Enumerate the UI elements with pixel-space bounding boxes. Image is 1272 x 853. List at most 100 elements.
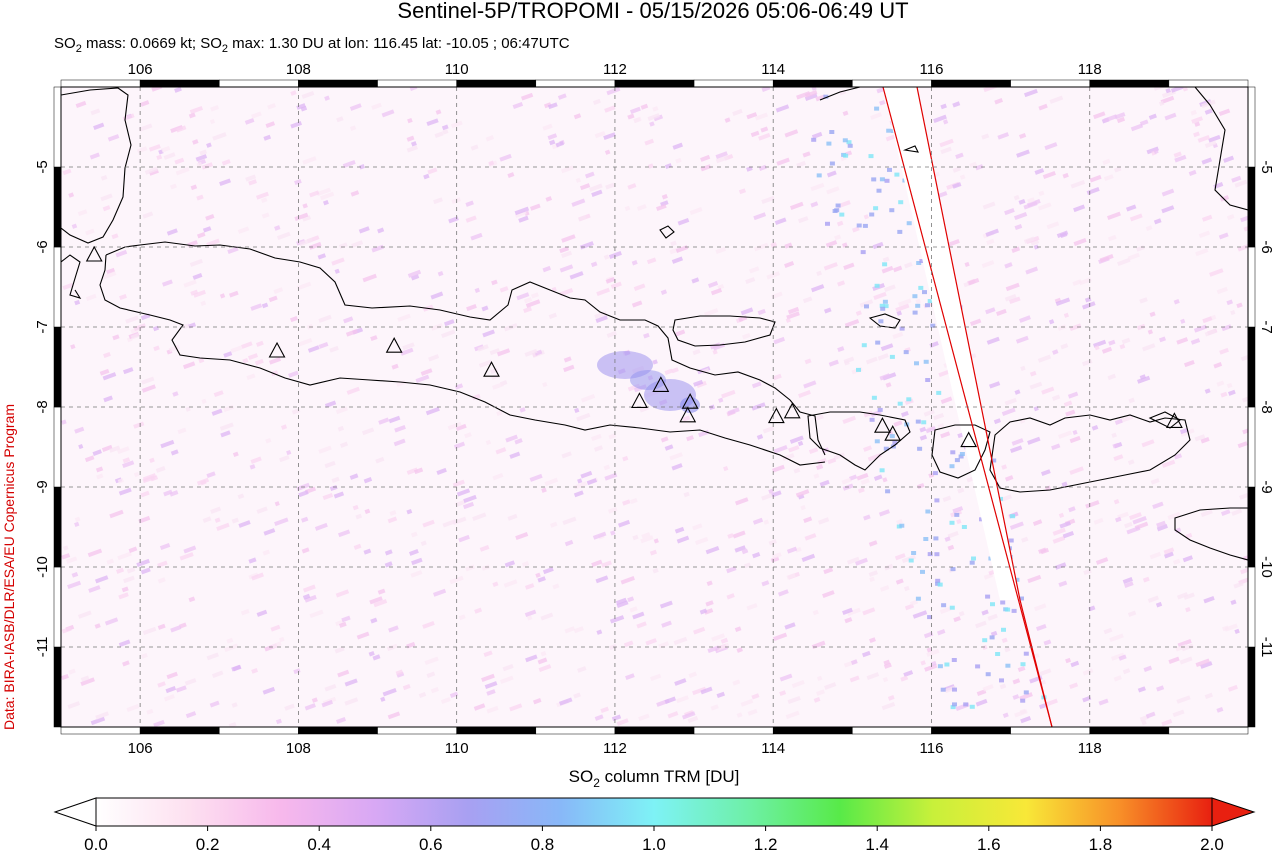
so2-pixel [1091,424,1099,431]
so2-pixel [863,445,872,452]
so2-pixel [141,384,156,393]
volcano-marker [884,425,902,441]
so2-pixel [1039,702,1048,710]
so2-pixel [682,711,696,720]
so2-pixel [816,689,825,696]
so2-pixel [827,457,837,465]
so2-pixel [172,391,179,397]
so2-pixel [140,100,150,107]
so2-pixel [900,675,909,682]
so2-pixel [344,697,359,706]
so2-pixel [242,357,249,364]
so2-pixel [1158,100,1165,107]
so2-pixel [1059,521,1071,529]
lat-tick-label: -6 [1258,240,1272,253]
so2-pixel [434,131,444,139]
so2-pixel [958,610,965,617]
so2-pixel [1174,453,1183,460]
coast-islet-3 [902,145,919,153]
so2-pixel [816,270,822,277]
so2-pixel [1242,552,1248,561]
so2-pixel [371,102,382,110]
so2-pixel [220,430,231,438]
so2-pixel [230,345,243,354]
so2-pixel [302,203,308,209]
colorbar-tick-label: 1.0 [642,835,666,853]
so2-pixel-enhanced [874,439,880,444]
so2-pixel [1002,712,1009,718]
so2-pixel [955,152,964,159]
so2-pixel [1237,243,1248,252]
so2-pixel [671,256,684,264]
frame-bar-top [852,79,932,88]
so2-pixel [1034,603,1047,612]
so2-pixel [1185,532,1193,539]
so2-pixel [165,686,177,694]
so2-pixel [879,99,886,106]
so2-pixel [646,257,657,265]
so2-pixel [1230,599,1237,606]
so2-pixel [78,444,84,450]
so2-pixel [1115,516,1122,523]
so2-pixel-enhanced [941,603,947,608]
so2-pixel-enhanced [874,106,880,111]
so2-pixel [652,106,659,112]
so2-pixel [770,241,778,248]
so2-pixel [61,553,71,560]
so2-pixel [811,284,825,293]
so2-pixel [544,102,552,109]
so2-pixel [547,133,558,141]
so2-pixel [231,664,241,672]
so2-pixel-enhanced [842,138,848,143]
so2-pixel [478,359,493,368]
so2-pixel [537,576,546,583]
so2-pixel [88,585,101,593]
so2-pixel [1112,442,1120,449]
so2-pixel-enhanced [884,178,890,183]
so2-pixel [163,489,173,497]
so2-pixel [1180,318,1186,324]
so2-pixel [1049,95,1064,104]
so2-pixel [1032,519,1043,526]
so2-pixel [1093,339,1107,348]
so2-pixel [219,422,234,431]
so2-pixel [1004,294,1017,302]
so2-pixel [538,664,552,672]
so2-pixel [1218,108,1231,117]
so2-pixel [933,114,947,123]
so2-pixel [1147,329,1154,335]
so2-pixel [136,146,148,154]
so2-pixel [388,415,401,424]
so2-pixel [576,412,591,422]
so2-pixel [601,560,612,568]
so2-pixel [542,566,554,575]
frame-bar-bottom [852,726,932,735]
so2-pixel [153,345,160,352]
so2-pixel [123,367,134,375]
frame-bar-top [456,79,537,88]
so2-pixel-enhanced [925,303,930,308]
so2-pixel [481,305,489,312]
so2-pixel [157,577,166,584]
so2-pixel [246,373,256,381]
so2-pixel [136,558,150,568]
so2-pixel [210,506,222,514]
so2-pixel [969,161,978,168]
so2-pixel [170,449,179,456]
frame-bar-top [1089,79,1170,88]
so2-pixel [1204,388,1211,394]
so2-pixel [823,307,832,314]
coast-java-north [105,241,826,456]
so2-pixel-enhanced [1010,514,1016,519]
so2-pixel [433,197,443,205]
frame-bar-top [693,79,774,88]
so2-pixel [470,232,483,241]
so2-pixel [1067,391,1079,399]
so2-pixel [1110,652,1125,661]
so2-pixel [1226,382,1233,389]
so2-pixel [1176,592,1189,600]
so2-pixel [117,446,130,455]
so2-pixel [1223,155,1235,163]
so2-pixel [1164,112,1177,121]
so2-pixel [1200,661,1213,669]
